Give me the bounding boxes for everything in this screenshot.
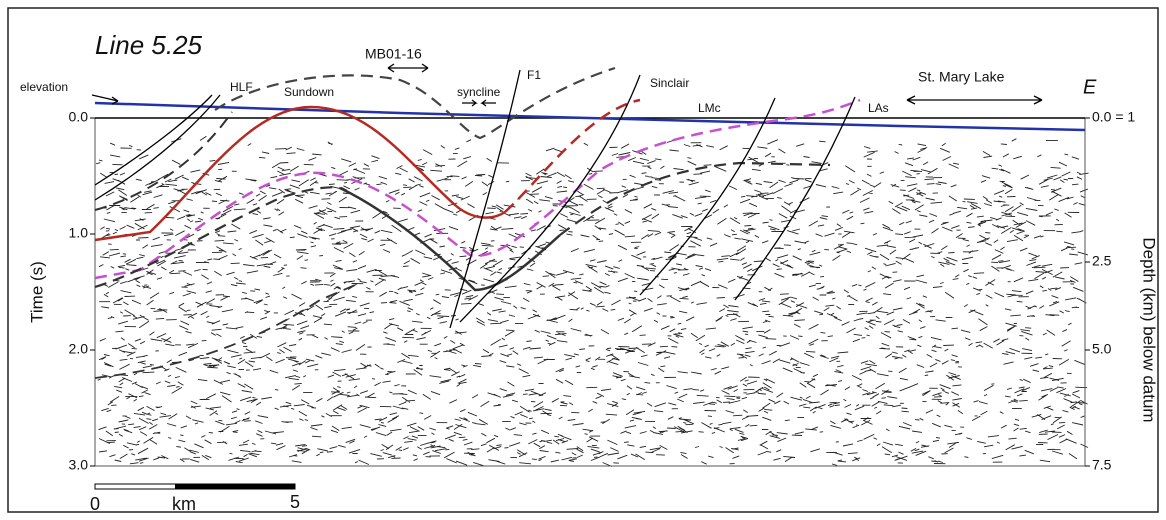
- lower-horizon: [339, 186, 561, 292]
- y2-axis-label: Depth (km) below datum: [1140, 237, 1159, 422]
- fault-f1: [449, 69, 521, 329]
- horizon-upper-dashed: [214, 66, 616, 140]
- label: St. Mary Lake: [918, 69, 1005, 85]
- scale-bar-fill: [175, 484, 295, 489]
- seismic-strokes: [95, 135, 1089, 467]
- y-tick-label: 2.0: [69, 341, 89, 357]
- y2-tick-label: 2.5: [1092, 253, 1112, 269]
- elevation-arrow: [91, 94, 119, 105]
- direction: E: [1083, 76, 1097, 98]
- lower-horizon-dashed-west: [94, 186, 341, 289]
- fault-hlf: [94, 94, 221, 201]
- label: LMc: [698, 101, 721, 115]
- y2-tick-label: 0.0 = 1: [1092, 109, 1135, 125]
- label: MB01-16: [365, 46, 422, 62]
- section-bg: [95, 118, 1085, 466]
- label: elevation: [20, 80, 68, 94]
- fault-las: [734, 96, 856, 301]
- lake-arrow: [906, 95, 1043, 105]
- scale-unit: km: [172, 494, 196, 514]
- elevation-line: [94, 101, 1086, 132]
- scale-end: 5: [290, 492, 300, 512]
- y-tick-label: 1.0: [69, 225, 89, 241]
- lower-horizon-dashed-east: [559, 161, 831, 236]
- y2-tick-label: 5.0: [1092, 341, 1112, 357]
- label: Sundown: [284, 85, 334, 99]
- label: Sinclair: [650, 76, 689, 90]
- label: LAs: [868, 101, 889, 115]
- hlf-horizon: [94, 111, 233, 211]
- y-axis-label: Time (s): [27, 261, 46, 323]
- fault-lmc: [639, 97, 776, 296]
- syncline-arrows: [462, 99, 496, 107]
- label: F1: [527, 68, 541, 82]
- fault-sinclair: [459, 74, 641, 323]
- red-horizon: [94, 105, 506, 242]
- y2-tick-label: 7.5: [1092, 457, 1112, 473]
- red-horizon-dashed: [504, 98, 641, 213]
- title: Line 5.25: [95, 30, 203, 60]
- mb-arrow: [387, 63, 429, 73]
- scale-start: 0: [90, 494, 100, 514]
- y-tick-label: 3.0: [69, 457, 89, 473]
- y-tick-label: 0.0: [69, 109, 89, 125]
- label: HLF: [230, 80, 253, 94]
- label: syncline: [457, 85, 501, 99]
- seismic-texture: [95, 135, 1089, 467]
